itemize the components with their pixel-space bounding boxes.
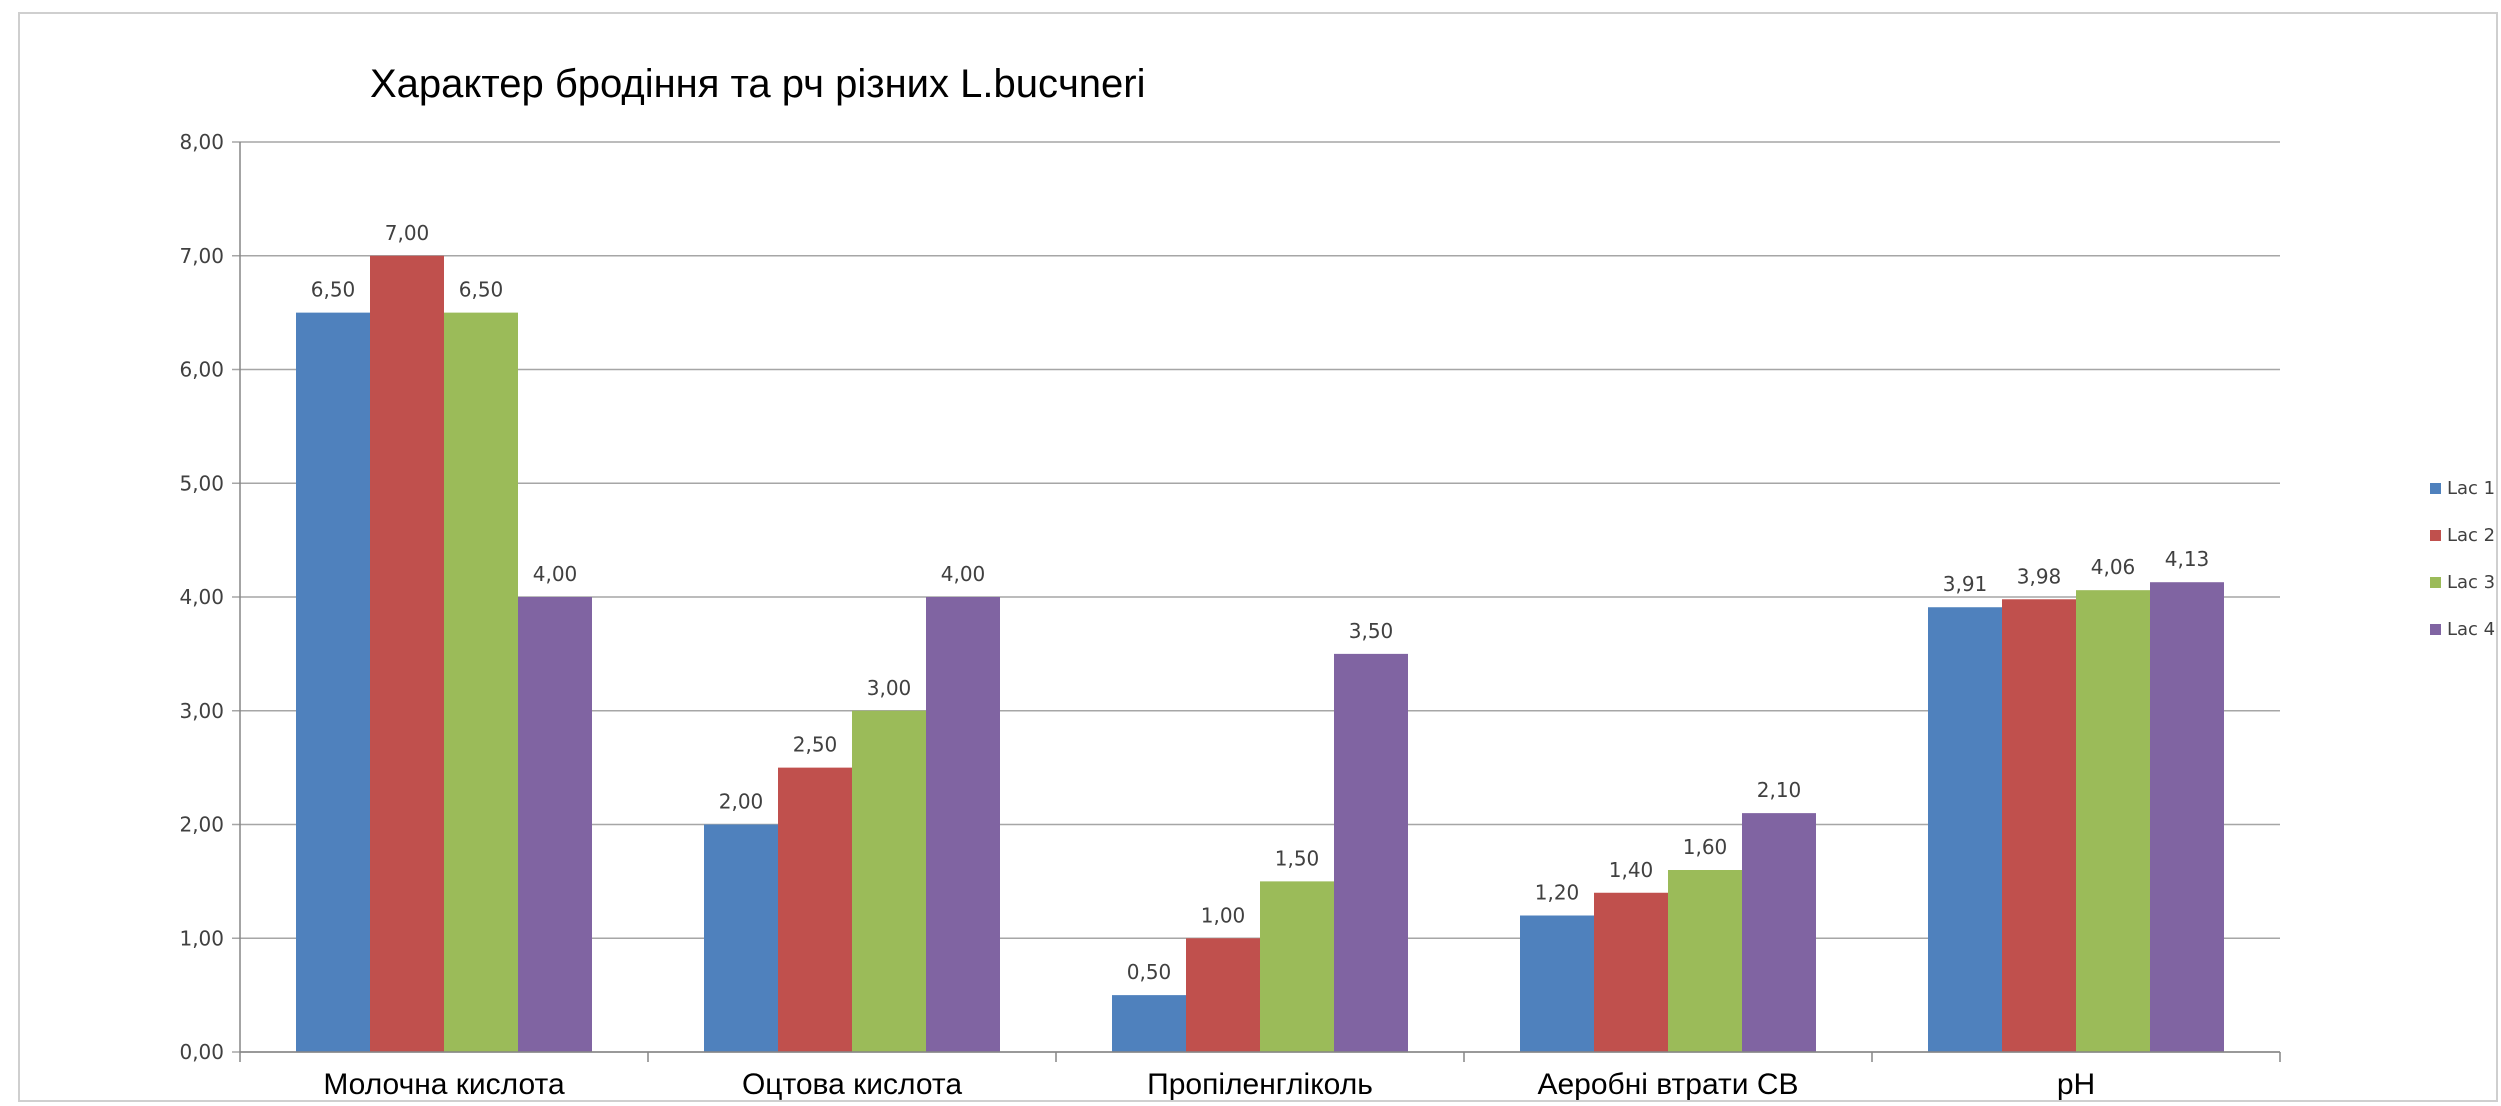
y-tick-label: 5,00 — [179, 471, 224, 495]
x-axis: Молочна кислота Оцтова кислота Пропіленглі… — [239, 1051, 2281, 1101]
data-label: 2,00 — [719, 790, 764, 814]
bar — [704, 824, 778, 1052]
bar — [2150, 582, 2224, 1052]
bar — [1928, 607, 2002, 1052]
legend-swatch — [2430, 483, 2441, 494]
x-tick-label: pH — [2057, 1068, 2095, 1101]
bar — [296, 312, 370, 1052]
bar — [1112, 995, 1186, 1052]
data-label: 2,50 — [793, 733, 838, 757]
data-label: 3,00 — [867, 676, 912, 700]
y-axis: 0,00 1,00 2,00 3,00 4,00 5,00 6,00 7,00 8,00 — [179, 130, 241, 1064]
y-tick-label: 0,00 — [179, 1040, 224, 1064]
x-tick-label: Молочна кислота — [323, 1068, 565, 1101]
data-label: 3,50 — [1349, 619, 1394, 643]
bar — [1186, 938, 1260, 1052]
bar — [1520, 915, 1594, 1052]
bar — [2002, 599, 2076, 1052]
x-tick-label: Пропіленгліколь — [1147, 1068, 1373, 1101]
y-tick-label: 3,00 — [179, 699, 224, 723]
y-tick-label: 6,00 — [179, 358, 224, 382]
legend-label: Lac 2 — [2447, 525, 2495, 546]
y-tick-label: 8,00 — [179, 130, 224, 154]
legend-label: Lac 1 — [2447, 478, 2495, 499]
bar — [444, 312, 518, 1052]
data-label: 4,00 — [941, 562, 986, 586]
bar — [1668, 870, 1742, 1052]
bars — [296, 255, 2224, 1052]
data-label: 6,50 — [459, 278, 504, 302]
data-label: 1,40 — [1609, 858, 1654, 882]
bar — [852, 710, 926, 1052]
bar — [926, 597, 1000, 1052]
data-label: 1,00 — [1201, 903, 1246, 927]
y-tick-label: 7,00 — [179, 244, 224, 268]
legend-label: Lac 3 — [2447, 572, 2495, 593]
x-tick-label: Аеробні втрати СВ — [1537, 1068, 1798, 1101]
bar — [518, 597, 592, 1052]
legend-swatch — [2430, 624, 2441, 635]
data-label: 3,91 — [1943, 572, 1988, 596]
bar — [778, 767, 852, 1052]
chart-title: Характер бродіння та рч різних L.bucчner… — [370, 62, 1146, 106]
bar — [2076, 590, 2150, 1052]
y-tick-label: 1,00 — [179, 926, 224, 950]
data-label: 4,13 — [2165, 547, 2210, 571]
data-label: 6,50 — [311, 278, 356, 302]
bar — [1334, 653, 1408, 1052]
legend-swatch — [2430, 577, 2441, 588]
data-label: 0,50 — [1127, 960, 1172, 984]
data-label: 4,00 — [533, 562, 578, 586]
bar — [1742, 813, 1816, 1052]
data-label: 2,10 — [1757, 778, 1802, 802]
legend: Lac 1 Lac 2 Lac 3 Lac 4 — [2430, 478, 2495, 640]
y-tick-label: 2,00 — [179, 813, 224, 837]
data-label: 1,20 — [1535, 881, 1580, 905]
data-label: 1,60 — [1683, 835, 1728, 859]
legend-swatch — [2430, 530, 2441, 541]
y-tick-label: 4,00 — [179, 585, 224, 609]
bar — [1260, 881, 1334, 1052]
x-tick-label: Оцтова кислота — [742, 1068, 962, 1101]
data-label: 1,50 — [1275, 846, 1320, 870]
bar — [370, 255, 444, 1052]
data-label: 4,06 — [2091, 555, 2136, 579]
data-label: 3,98 — [2017, 564, 2062, 588]
legend-label: Lac 4 — [2447, 619, 2495, 640]
data-labels: 6,50 2,00 0,50 1,20 3,91 7,00 2,50 1,00 1,40 3,98… — [311, 221, 2210, 984]
data-label: 7,00 — [385, 221, 430, 245]
bar — [1594, 892, 1668, 1052]
